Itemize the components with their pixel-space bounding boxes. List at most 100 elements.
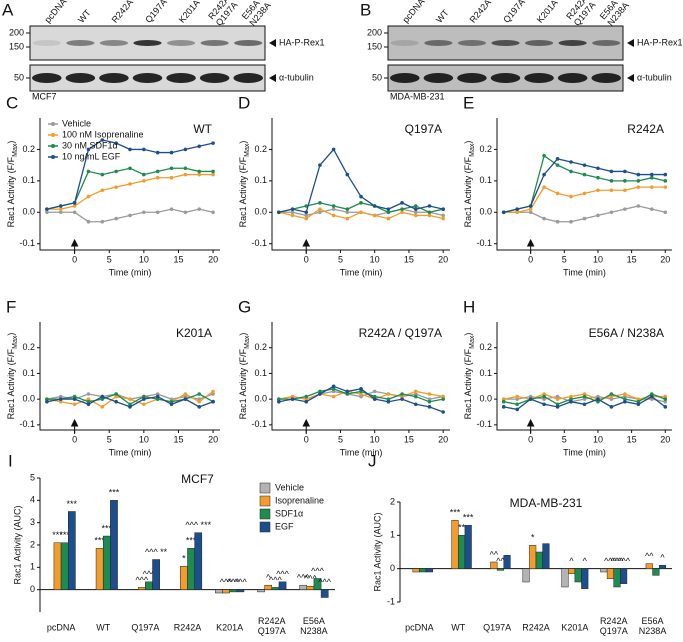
x-tick-label: E56A N238A [639, 616, 667, 636]
series-point [636, 402, 641, 407]
bar [568, 568, 576, 574]
series-point [169, 175, 174, 180]
significance: ^^^ [234, 577, 247, 587]
legend-label: EGF [275, 521, 294, 531]
series-point [386, 399, 391, 404]
band [66, 40, 95, 46]
band [592, 40, 621, 46]
chart-title: MCF7 [181, 472, 214, 486]
x-axis-label: Time (min) [109, 267, 152, 277]
series-point [515, 394, 519, 399]
series-point [427, 392, 432, 396]
series-point [58, 204, 63, 208]
series-point [596, 188, 600, 193]
series-point [542, 153, 546, 158]
series-point [501, 210, 506, 215]
bar [412, 568, 420, 573]
bar [652, 568, 660, 576]
band [424, 40, 453, 46]
series-point [650, 392, 654, 396]
legend-swatch [259, 508, 271, 520]
series-point [114, 169, 118, 174]
series-point [331, 207, 336, 211]
series-point [86, 399, 91, 404]
y-axis-label-end: ) [6, 333, 16, 336]
significance: *** [463, 513, 474, 523]
x-tick-label: pcDNA [47, 622, 76, 632]
band [557, 73, 588, 83]
series-point [569, 160, 573, 164]
bar [464, 525, 472, 569]
series-point [318, 210, 322, 215]
series-point [555, 191, 560, 196]
bar [425, 568, 433, 573]
x-tick-label: 0 [528, 254, 533, 264]
series-point [155, 175, 160, 180]
y-tick-label: 0.1 [254, 368, 267, 378]
legend-label: 100 nM Isoprenaline [62, 129, 144, 139]
series-point [155, 150, 160, 155]
series-point [142, 147, 146, 152]
series-point [345, 172, 350, 177]
series-point [183, 397, 188, 401]
band [457, 73, 487, 83]
axes [271, 118, 450, 251]
series-point [663, 405, 668, 409]
series-point [86, 169, 91, 174]
stimulus-arrow [526, 238, 535, 254]
legend-swatch [259, 521, 271, 533]
significance: *** [59, 530, 70, 540]
series-point [331, 213, 336, 218]
significance: *** [94, 536, 105, 546]
series-point [663, 172, 668, 177]
band-label: HA-P-Rex1 [637, 37, 683, 47]
panel-label: H [463, 297, 475, 316]
x-tick-label: 0 [72, 434, 77, 444]
bar [503, 555, 511, 569]
stimulus-arrow [70, 238, 79, 254]
series-point [72, 204, 77, 208]
series-point [45, 210, 49, 215]
series-point [197, 207, 202, 211]
series-point [441, 394, 445, 399]
panel-label: G [238, 297, 251, 316]
series-point [400, 392, 404, 396]
y-tick-label: 1 [390, 530, 395, 540]
series-point [114, 392, 118, 396]
series-point [318, 389, 322, 394]
series-point [528, 397, 533, 401]
significance: ^^ [645, 551, 654, 561]
x-tick-label: 20 [208, 254, 218, 264]
y-axis-label-sub: Max [244, 335, 251, 349]
series-point [663, 210, 668, 215]
series-point [197, 397, 202, 401]
band [166, 73, 196, 83]
bar [180, 565, 188, 590]
y-axis-label-main: Rac1 Activity (F/F [238, 156, 248, 227]
series-point [197, 144, 202, 149]
series-point [515, 207, 519, 211]
y-axis-label-sub: Max [12, 143, 19, 157]
panel-label: A [2, 0, 14, 19]
significance: ** [458, 523, 466, 533]
significance: ^ [583, 556, 588, 566]
lane-label: pcDNA [42, 0, 68, 25]
series-point [86, 392, 91, 396]
x-tick-label: K201A [561, 622, 588, 632]
y-tick-label: 0.1 [479, 175, 492, 185]
y-tick-label: -0.1 [251, 238, 267, 248]
band [199, 73, 230, 83]
series-point [359, 389, 363, 394]
series-point [155, 210, 160, 215]
band [132, 73, 163, 83]
series-point [650, 175, 654, 180]
y-tick-label: 0 [30, 584, 35, 594]
series-point [569, 194, 573, 199]
bar [215, 589, 223, 594]
series-point [211, 392, 215, 396]
series-point [582, 163, 587, 167]
band [99, 40, 129, 46]
series-point [304, 216, 309, 221]
series-point [636, 185, 641, 189]
series-point [128, 166, 132, 171]
